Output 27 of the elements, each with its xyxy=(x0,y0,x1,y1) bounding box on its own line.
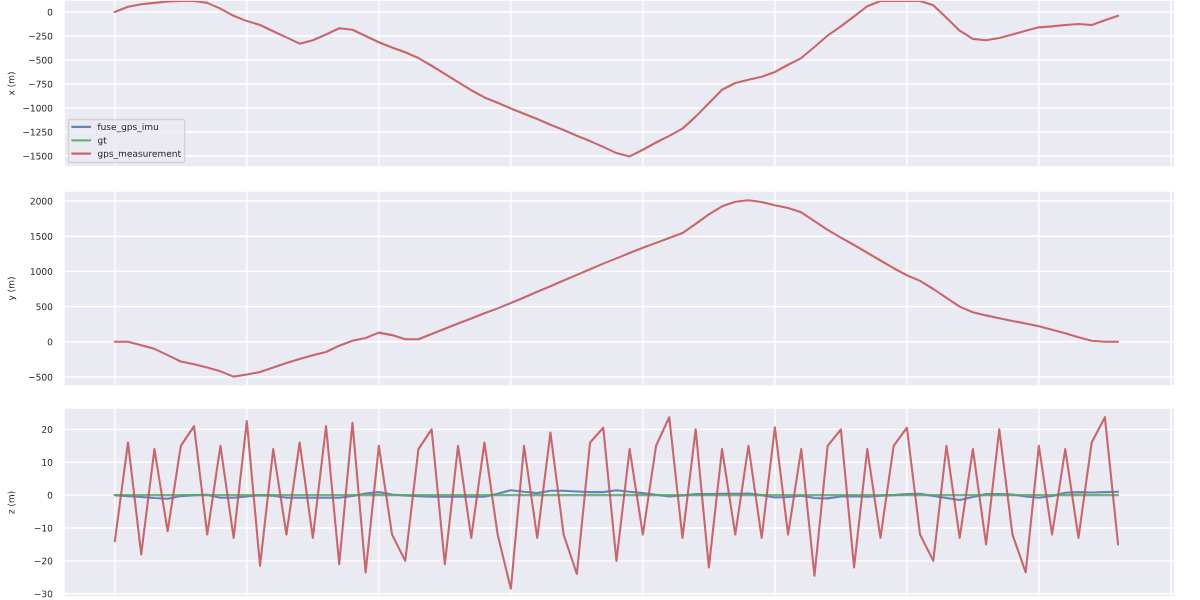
y-axis-title: y (m) xyxy=(7,277,17,301)
y-tick-label: 20 xyxy=(42,426,53,433)
y-tick-label: −750 xyxy=(29,80,53,88)
y-tick-label: −1250 xyxy=(23,128,53,136)
y-tick-label: −1000 xyxy=(23,104,53,112)
y-tick-label: −500 xyxy=(29,373,53,381)
y-tick-label: −1500 xyxy=(23,152,53,160)
legend-label: gps_measurement xyxy=(97,150,181,159)
legend-label: gt xyxy=(97,137,107,146)
y-tick-label: 0 xyxy=(47,338,53,346)
y-tick-label: −30 xyxy=(34,590,53,598)
y-axis-title: z (m) xyxy=(7,491,16,514)
legend-label: fuse_gps_imu xyxy=(97,123,158,133)
y-tick-label: −10 xyxy=(34,524,53,532)
y-axis-title: x (m) xyxy=(7,72,16,96)
line-series xyxy=(113,416,1120,590)
y-tick-label: 2000 xyxy=(30,197,53,205)
y-tick-label: 0 xyxy=(47,491,53,499)
y-tick-label: 1500 xyxy=(30,232,53,240)
y-tick-label: 10 xyxy=(42,458,53,466)
y-tick-label: 0 xyxy=(47,8,53,16)
y-tick-label: −20 xyxy=(34,557,53,565)
y-tick-label: 1000 xyxy=(30,268,53,275)
y-tick-label: 500 xyxy=(36,303,53,311)
y-tick-label: −250 xyxy=(29,32,53,40)
line-series xyxy=(113,199,1120,378)
y-tick-label: −500 xyxy=(29,56,53,64)
